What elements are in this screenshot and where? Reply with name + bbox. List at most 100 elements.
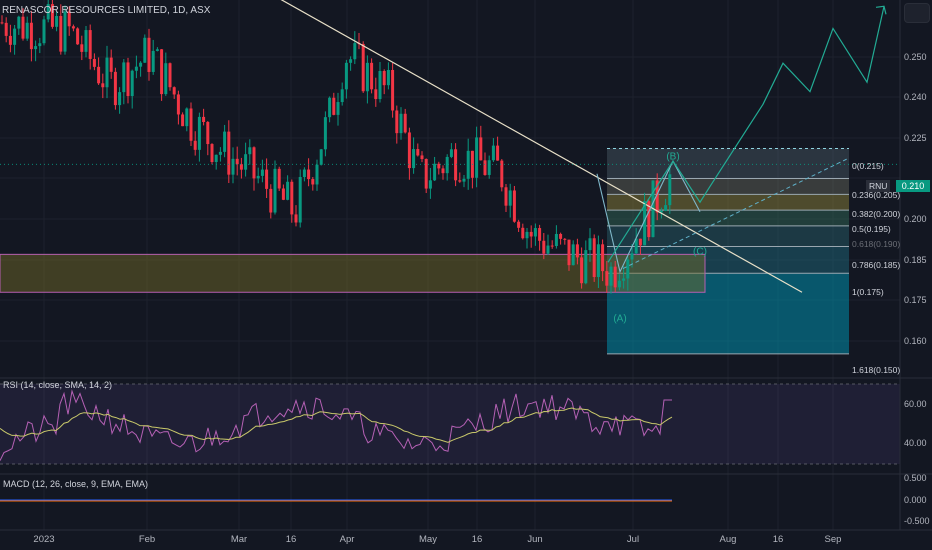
candle-body-130 <box>546 245 550 254</box>
candle-body-13 <box>55 15 59 27</box>
candle-body-3 <box>13 28 17 45</box>
candle-body-23 <box>97 66 101 84</box>
candle-body-92 <box>386 69 390 86</box>
x-tick-aug: Aug <box>719 534 737 545</box>
candle-body-133 <box>559 233 563 239</box>
candle-body-41 <box>172 87 176 95</box>
candle-body-143 <box>601 244 605 272</box>
candle-body-5 <box>21 16 25 39</box>
fib-label-0: 0(0.215) <box>852 161 884 171</box>
candle-body-68 <box>286 181 290 200</box>
candle-body-114 <box>479 137 483 161</box>
candle-body-9 <box>38 43 42 47</box>
projection-path <box>607 6 885 263</box>
support-zone <box>0 253 706 293</box>
candle-body-127 <box>533 228 537 237</box>
candle-body-70 <box>294 214 298 223</box>
x-tick-may: May <box>419 534 437 545</box>
candle-body-105 <box>441 168 445 174</box>
candle-body-129 <box>542 240 546 254</box>
candle-body-135 <box>567 239 571 266</box>
candle-body-63 <box>265 169 269 189</box>
candle-body-54 <box>227 131 231 175</box>
macd-tick-neg: -0.500 <box>904 516 930 526</box>
rsi-line <box>0 389 672 461</box>
candle-body-37 <box>155 49 159 51</box>
candle-body-44 <box>185 108 189 127</box>
elliott-wave <box>596 5 887 274</box>
x-tick-feb: Feb <box>138 534 156 545</box>
candle-body-42 <box>176 94 180 115</box>
candle-body-8 <box>34 46 38 50</box>
candle-body-1 <box>4 22 8 36</box>
candle-body-102 <box>428 180 432 189</box>
candle-body-131 <box>550 245 554 247</box>
candle-body-51 <box>214 154 218 163</box>
candle-body-99 <box>416 149 420 156</box>
candle-body-96 <box>403 113 407 133</box>
candle-body-121 <box>508 190 512 206</box>
y-tick-0175: 0.175 <box>904 295 927 305</box>
candle-body-52 <box>218 151 222 155</box>
axes <box>0 0 932 531</box>
fib-zone-4 <box>607 225 849 247</box>
macd-title[interactable]: MACD (12, 26, close, 9, EMA, EMA) <box>3 479 149 489</box>
candle-body-33 <box>139 62 143 67</box>
candle-body-71 <box>298 177 302 223</box>
candle-body-32 <box>134 66 138 71</box>
candle-body-125 <box>525 231 529 239</box>
symbol-title[interactable]: RENASCOR RESOURCES LIMITED, 1D, ASX <box>2 5 211 16</box>
candle-body-18 <box>76 28 80 45</box>
candle-body-21 <box>88 30 92 59</box>
candle-body-154 <box>647 201 651 238</box>
candle-body-146 <box>613 266 617 288</box>
candle-body-34 <box>143 37 147 63</box>
candle-body-25 <box>105 57 109 88</box>
candle-body-118 <box>496 145 500 161</box>
candle-body-20 <box>84 30 88 52</box>
candle-body-27 <box>113 71 117 106</box>
candle-body-98 <box>412 149 416 169</box>
rsi-pane <box>0 377 932 465</box>
candle-body-107 <box>449 149 453 157</box>
candle-body-47 <box>197 116 201 150</box>
candle-body-120 <box>504 187 508 206</box>
candle-body-65 <box>273 168 277 213</box>
candle-body-73 <box>307 169 311 180</box>
trendline-line <box>280 0 803 293</box>
candle-body-76 <box>319 149 323 165</box>
candle-body-149 <box>626 259 630 279</box>
candle-body-2 <box>8 35 12 45</box>
candle-body-150 <box>630 253 634 260</box>
rsi-tick-40: 40.00 <box>904 438 927 448</box>
x-tick-16b: 16 <box>471 534 483 545</box>
candle-body-141 <box>592 238 596 278</box>
x-tick-jul: Jul <box>626 534 640 545</box>
candle-body-91 <box>382 70 386 86</box>
candle-body-110 <box>462 178 466 182</box>
x-tick-apr: Apr <box>339 534 355 545</box>
candle-body-94 <box>395 110 399 134</box>
rsi-title[interactable]: RSI (14, close, SMA, 14, 2) <box>3 380 113 390</box>
candle-body-78 <box>328 97 332 118</box>
candle-body-115 <box>483 160 487 175</box>
projection-arrowhead <box>875 5 887 15</box>
candle-body-39 <box>164 63 168 95</box>
y-tick-0225: 0.225 <box>904 133 927 143</box>
macd-pane <box>0 473 932 502</box>
candle-body-139 <box>584 250 588 284</box>
fib-zone-1 <box>607 178 849 195</box>
candle-body-29 <box>122 62 126 93</box>
chart-menu-button[interactable] <box>904 3 930 23</box>
candle-body-64 <box>269 188 273 213</box>
candle-body-14 <box>59 15 63 52</box>
candle-body-35 <box>147 37 151 72</box>
candle-body-0 <box>0 22 4 24</box>
candlestick-series <box>0 0 672 294</box>
candle-body-119 <box>500 160 504 188</box>
x-tick-sep: Sep <box>824 534 842 545</box>
candle-body-11 <box>46 4 50 20</box>
candle-body-66 <box>277 168 281 189</box>
candle-body-116 <box>487 160 491 175</box>
